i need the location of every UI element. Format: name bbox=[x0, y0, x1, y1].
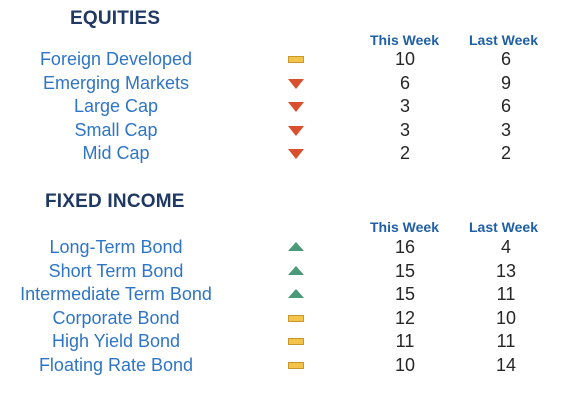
last-week-value: 3 bbox=[500, 119, 511, 140]
last-week-value: 9 bbox=[500, 72, 511, 93]
row-label: Small Cap bbox=[74, 119, 158, 140]
last-week-value: 10 bbox=[495, 307, 517, 328]
triangle-down-icon bbox=[287, 100, 305, 114]
fixed-income-last-week-header: Last Week bbox=[469, 219, 538, 235]
this-week-value: 10 bbox=[394, 354, 416, 375]
table-row: Floating Rate Bond 10 14 bbox=[0, 354, 567, 377]
row-label: Long-Term Bond bbox=[49, 237, 183, 257]
this-week-value: 16 bbox=[394, 237, 416, 257]
row-label: Short Term Bond bbox=[48, 260, 184, 281]
table-row: Long-Term Bond 16 4 bbox=[0, 236, 567, 259]
triangle-down-icon bbox=[287, 147, 305, 161]
this-week-value: 10 bbox=[394, 49, 416, 69]
row-label: Large Cap bbox=[73, 96, 159, 116]
table-row: Emerging Markets 6 9 bbox=[0, 72, 567, 95]
table-row: Foreign Developed 10 6 bbox=[0, 48, 567, 71]
triangle-down-icon bbox=[287, 77, 305, 91]
last-week-value: 6 bbox=[500, 96, 511, 116]
last-week-value: 6 bbox=[500, 49, 511, 69]
this-week-value: 15 bbox=[394, 260, 416, 281]
fixed-income-this-week-header: This Week bbox=[370, 219, 439, 235]
row-label: Floating Rate Bond bbox=[38, 354, 194, 375]
row-label: Emerging Markets bbox=[42, 72, 190, 93]
dash-icon bbox=[287, 359, 305, 373]
dash-icon bbox=[287, 335, 305, 349]
equities-last-week-header: Last Week bbox=[469, 32, 538, 48]
table-row: Corporate Bond 12 10 bbox=[0, 307, 567, 330]
last-week-value: 13 bbox=[495, 260, 517, 281]
table-row: High Yield Bond 11 11 bbox=[0, 330, 567, 353]
this-week-value: 6 bbox=[399, 72, 410, 93]
last-week-value: 14 bbox=[495, 354, 517, 375]
last-week-value: 4 bbox=[500, 237, 511, 257]
table-row: Large Cap 3 6 bbox=[0, 95, 567, 118]
row-label: Intermediate Term Bond bbox=[20, 284, 212, 304]
dash-icon bbox=[287, 312, 305, 326]
this-week-value: 3 bbox=[399, 119, 410, 140]
dash-icon bbox=[287, 53, 305, 67]
triangle-up-icon bbox=[287, 265, 305, 279]
triangle-up-icon bbox=[287, 241, 305, 255]
table-row: Short Term Bond 15 13 bbox=[0, 260, 567, 283]
row-label: Corporate Bond bbox=[52, 307, 180, 328]
table-row: Small Cap 3 3 bbox=[0, 119, 567, 142]
fixed-income-title: FIXED INCOME bbox=[45, 191, 185, 212]
this-week-value: 15 bbox=[394, 284, 416, 304]
table-row: Intermediate Term Bond 15 11 bbox=[0, 283, 567, 306]
equities-title: EQUITIES bbox=[70, 8, 161, 29]
this-week-value: 2 bbox=[399, 143, 410, 163]
this-week-value: 11 bbox=[395, 331, 415, 351]
row-label: High Yield Bond bbox=[51, 331, 181, 351]
row-label: Foreign Developed bbox=[39, 49, 193, 69]
triangle-down-icon bbox=[287, 124, 305, 138]
triangle-up-icon bbox=[287, 288, 305, 302]
last-week-value: 2 bbox=[500, 143, 511, 163]
last-week-value: 11 bbox=[496, 331, 516, 351]
this-week-value: 3 bbox=[399, 96, 410, 116]
equities-this-week-header: This Week bbox=[370, 32, 439, 48]
this-week-value: 12 bbox=[394, 307, 416, 328]
last-week-value: 11 bbox=[496, 284, 516, 304]
row-label: Mid Cap bbox=[82, 143, 150, 163]
table-row: Mid Cap 2 2 bbox=[0, 142, 567, 165]
